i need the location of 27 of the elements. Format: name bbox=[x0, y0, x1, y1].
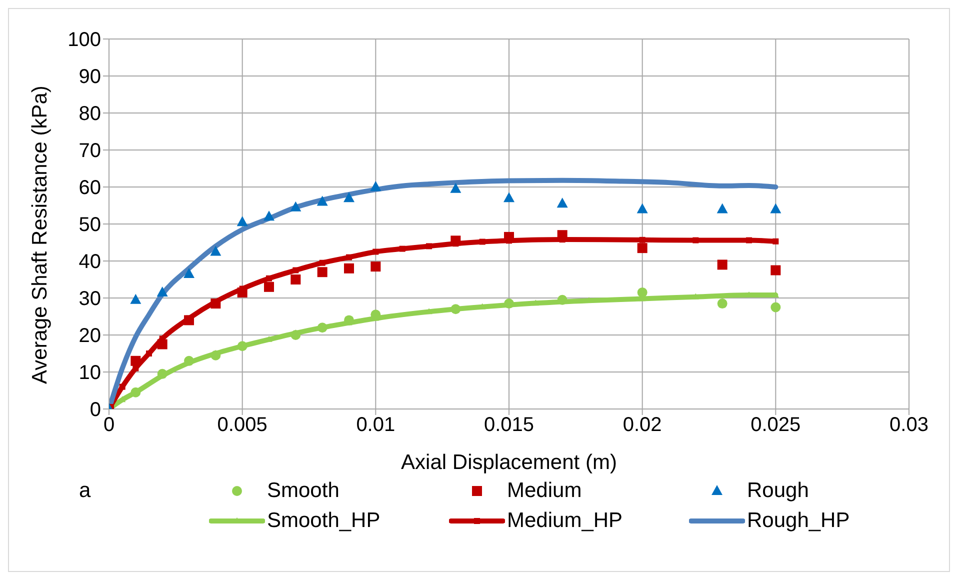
y-tick-label: 100 bbox=[68, 29, 101, 52]
y-axis-title: Average Shaft Resistance (kPa) bbox=[28, 86, 52, 384]
y-tick-label: 90 bbox=[78, 66, 101, 88]
legend-label: Smooth_HP bbox=[267, 509, 380, 533]
y-tick-label: 60 bbox=[78, 177, 101, 200]
y-tick-label: 10 bbox=[78, 362, 101, 384]
x-tick-label: 0.02 bbox=[622, 414, 662, 436]
text: a bbox=[79, 479, 91, 503]
x-tick-label: 0.005 bbox=[217, 414, 268, 436]
legend-label: Medium bbox=[507, 479, 582, 503]
legend-label: Rough_HP bbox=[747, 509, 850, 533]
y-tick-label: 40 bbox=[78, 251, 101, 274]
y-tick-label: 30 bbox=[78, 288, 101, 310]
y-tick-label: 20 bbox=[78, 325, 101, 348]
x-tick-label: 0.015 bbox=[484, 414, 534, 436]
legend-label: Smooth bbox=[267, 479, 340, 503]
legend-label: Medium_HP bbox=[507, 509, 623, 533]
x-tick-label: 0.03 bbox=[890, 414, 928, 436]
y-tick-label: 50 bbox=[78, 214, 101, 236]
y-tick-label: 0 bbox=[90, 399, 101, 422]
y-tick-label: 70 bbox=[78, 140, 101, 162]
x-tick-label: 0 bbox=[103, 414, 115, 436]
legend-label: Rough bbox=[747, 479, 809, 503]
x-tick-label: 0.025 bbox=[750, 414, 801, 436]
y-tick-label: 80 bbox=[78, 103, 101, 126]
x-axis-title: Axial Displacement (m) bbox=[401, 451, 617, 474]
x-tick-label: 0.01 bbox=[356, 414, 396, 436]
